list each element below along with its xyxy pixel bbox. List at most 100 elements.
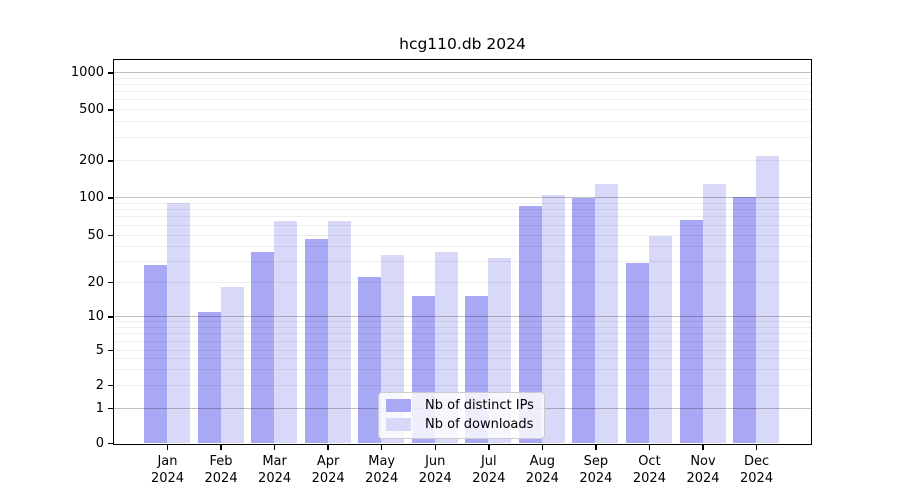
x-axis-tick	[755, 444, 758, 450]
x-axis-tick	[702, 444, 704, 450]
y-axis-tick	[108, 197, 113, 199]
gridline	[114, 234, 811, 236]
grid-layer	[114, 60, 811, 444]
y-axis-label: 0	[95, 435, 104, 451]
gridline	[114, 209, 811, 211]
x-axis-label: Feb 2024	[204, 453, 238, 486]
gridline	[114, 326, 811, 328]
bar-downloads	[541, 194, 565, 443]
y-axis-tick	[108, 109, 113, 111]
gridline	[114, 260, 811, 262]
legend-item-distinct-ips: Nb of distinct IPs	[386, 398, 534, 413]
gridline	[114, 77, 811, 79]
gridline	[114, 384, 811, 386]
y-axis-label: 200	[79, 153, 104, 168]
x-axis-label: Sep 2024	[579, 453, 613, 486]
x-axis-tick	[380, 444, 383, 450]
bar-downloads	[327, 220, 351, 443]
y-axis-tick	[108, 384, 113, 387]
gridline	[114, 369, 811, 370]
gridline	[114, 245, 811, 247]
x-axis-label: Jan 2024	[150, 453, 185, 486]
x-axis-label: Mar 2024	[258, 453, 292, 486]
y-axis-label: 100	[79, 190, 104, 205]
y-axis-tick	[108, 316, 113, 318]
x-axis-label: Oct 2024	[632, 453, 666, 486]
gridline	[114, 358, 811, 360]
bar-distinct-ips	[733, 196, 757, 443]
y-axis-label: 20	[87, 274, 104, 290]
gridline	[114, 197, 811, 198]
chart-title: hcg110.db 2024	[399, 35, 526, 53]
legend: Nb of distinct IPs Nb of downloads	[378, 392, 545, 439]
legend-label-distinct-ips: Nb of distinct IPs	[425, 398, 534, 413]
bar-distinct-ips	[197, 311, 221, 443]
gridline	[114, 333, 811, 335]
y-axis-label: 50	[87, 227, 104, 243]
gridline	[114, 99, 811, 101]
downloads-swatch-icon	[386, 418, 411, 431]
x-axis-label: Apr 2024	[311, 453, 345, 486]
bar-downloads	[595, 184, 619, 443]
legend-label-downloads: Nb of downloads	[425, 417, 534, 432]
y-axis-label: 10	[87, 309, 104, 324]
x-axis-tick	[488, 444, 490, 450]
distinct-ips-swatch-icon	[386, 399, 411, 412]
gridline	[114, 137, 811, 139]
gridline	[114, 109, 811, 110]
y-axis-label: 5	[95, 342, 104, 358]
bar-distinct-ips	[572, 197, 596, 443]
y-axis-tick	[108, 160, 113, 162]
y-axis-label: 2	[95, 377, 104, 393]
y-axis-label: 500	[79, 102, 104, 117]
x-axis-tick	[648, 444, 651, 450]
bar-downloads	[756, 156, 780, 443]
gridline	[114, 224, 811, 226]
gridline	[114, 91, 811, 93]
bar-downloads	[648, 236, 672, 443]
x-axis-tick	[541, 444, 544, 450]
gridline	[114, 72, 811, 73]
y-axis-tick	[108, 234, 113, 237]
bar-downloads	[702, 184, 726, 443]
x-axis-label: Aug 2024	[525, 453, 559, 486]
bar-distinct-ips	[144, 264, 167, 443]
gridline	[114, 349, 811, 351]
x-axis-tick	[220, 444, 222, 450]
y-axis-label: 1000	[70, 65, 104, 80]
bar-distinct-ips	[625, 262, 649, 443]
gridline	[114, 316, 811, 317]
x-axis-tick	[273, 444, 276, 450]
y-axis-tick	[108, 281, 113, 284]
y-axis-tick	[108, 72, 113, 74]
x-axis-label: Jul 2024	[472, 453, 506, 486]
x-axis-tick	[434, 444, 436, 450]
x-axis-label: Nov 2024	[686, 453, 720, 486]
bar-distinct-ips	[358, 277, 382, 443]
gridline	[114, 281, 811, 283]
gridline	[114, 321, 811, 323]
gridline	[114, 83, 811, 85]
bar-distinct-ips	[251, 251, 275, 443]
plot-area	[113, 59, 812, 445]
gridline	[114, 340, 811, 342]
bar-downloads	[220, 287, 244, 443]
x-axis-tick	[595, 444, 597, 450]
y-axis-tick	[108, 407, 113, 410]
x-axis-tick	[166, 444, 169, 450]
bar-downloads	[274, 220, 298, 443]
gridline	[114, 216, 811, 218]
legend-item-downloads: Nb of downloads	[386, 417, 534, 432]
y-axis-label: 1	[95, 400, 104, 416]
x-axis-label: Jun 2024	[418, 453, 452, 486]
x-axis-label: Dec 2024	[740, 453, 774, 486]
bar-distinct-ips	[304, 239, 328, 443]
bar-distinct-ips	[518, 205, 542, 443]
x-axis-tick	[327, 444, 329, 450]
y-axis-tick	[108, 442, 113, 445]
gridline	[114, 121, 811, 123]
gridline	[114, 160, 811, 161]
x-axis-label: May 2024	[365, 453, 399, 486]
bar-downloads	[167, 202, 190, 443]
